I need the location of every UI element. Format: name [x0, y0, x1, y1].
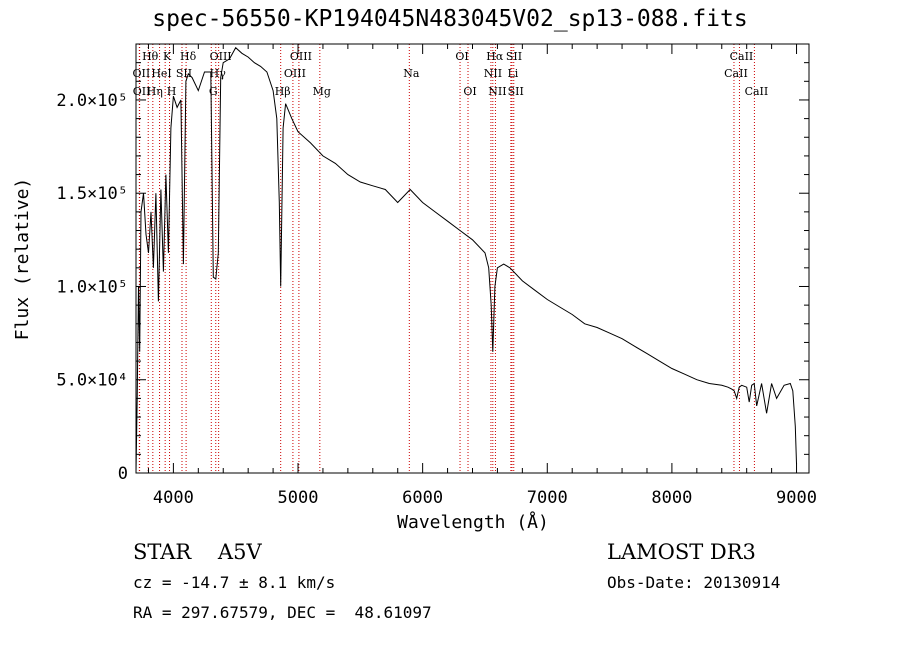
line-marker-label: OII — [133, 67, 151, 80]
line-marker-label: NII — [484, 67, 502, 80]
sky-coordinates: RA = 297.67579, DEC = 48.61097 — [133, 603, 432, 622]
line-marker-label: Na — [403, 67, 420, 80]
plot-frame — [135, 43, 810, 474]
line-marker-label: CaII — [745, 85, 769, 98]
line-marker-label: Li — [507, 67, 518, 80]
line-marker-label: OI — [455, 50, 468, 63]
line-marker-label: K — [163, 50, 172, 63]
line-marker-label: Hη — [147, 85, 163, 98]
line-marker-label: Hα — [486, 50, 504, 63]
y-tick-label: 0 — [118, 464, 128, 484]
y-tick-label: 2.0×10⁵ — [56, 91, 128, 111]
line-marker-label: Hβ — [275, 85, 291, 98]
x-tick-label: 7000 — [527, 488, 568, 508]
spectrum-line — [135, 46, 797, 474]
x-tick-label: 4000 — [153, 488, 194, 508]
x-axis-ticks: 4000 5000 6000 7000 8000 9000 — [147, 44, 817, 508]
line-marker-label: Hθ — [142, 50, 159, 63]
line-marker-label: OIII — [290, 50, 312, 63]
y-tick-label: 5.0×10⁴ — [56, 371, 128, 391]
redshift-info: cz = -14.7 ± 8.1 km/s — [133, 573, 336, 592]
x-tick-label: 9000 — [776, 488, 817, 508]
line-marker-label: NII — [488, 85, 506, 98]
observation-date: Obs-Date: 20130914 — [607, 573, 781, 592]
survey-name: LAMOST DR3 — [607, 540, 756, 564]
line-marker-label: OIII — [210, 50, 232, 63]
line-marker-label: G — [209, 85, 218, 98]
x-tick-label: 5000 — [278, 488, 319, 508]
line-marker-label: Hδ — [180, 50, 197, 63]
line-marker-label: Hγ — [210, 67, 227, 80]
line-marker-label: SII — [508, 85, 524, 98]
line-marker-label: SII — [506, 50, 522, 63]
line-marker-label: CaII — [730, 50, 754, 63]
object-classification: STAR A5V — [133, 540, 262, 564]
y-tick-label: 1.0×10⁵ — [56, 277, 128, 297]
y-axis-ticks: 0 5.0×10⁴ 1.0×10⁵ 1.5×10⁵ 2.0×10⁵ — [56, 62, 809, 484]
x-tick-label: 8000 — [651, 488, 692, 508]
line-marker-label: OIII — [284, 67, 306, 80]
y-axis-label: Flux (relative) — [12, 178, 33, 341]
line-marker-label: OII — [133, 85, 151, 98]
x-axis-label: Wavelength (Å) — [397, 511, 549, 533]
line-marker-label: CaII — [724, 67, 748, 80]
line-marker-label: HeI — [151, 67, 171, 80]
y-tick-label: 1.5×10⁵ — [56, 184, 128, 204]
line-markers — [138, 44, 755, 473]
line-marker-label: OI — [463, 85, 476, 98]
line-marker-label: Mg — [313, 85, 331, 98]
x-tick-label: 6000 — [402, 488, 443, 508]
line-marker-label: SII — [176, 67, 192, 80]
chart-title: spec-56550-KP194045N483045V02_sp13-088.f… — [152, 6, 748, 32]
line-marker-label: H — [167, 85, 177, 98]
